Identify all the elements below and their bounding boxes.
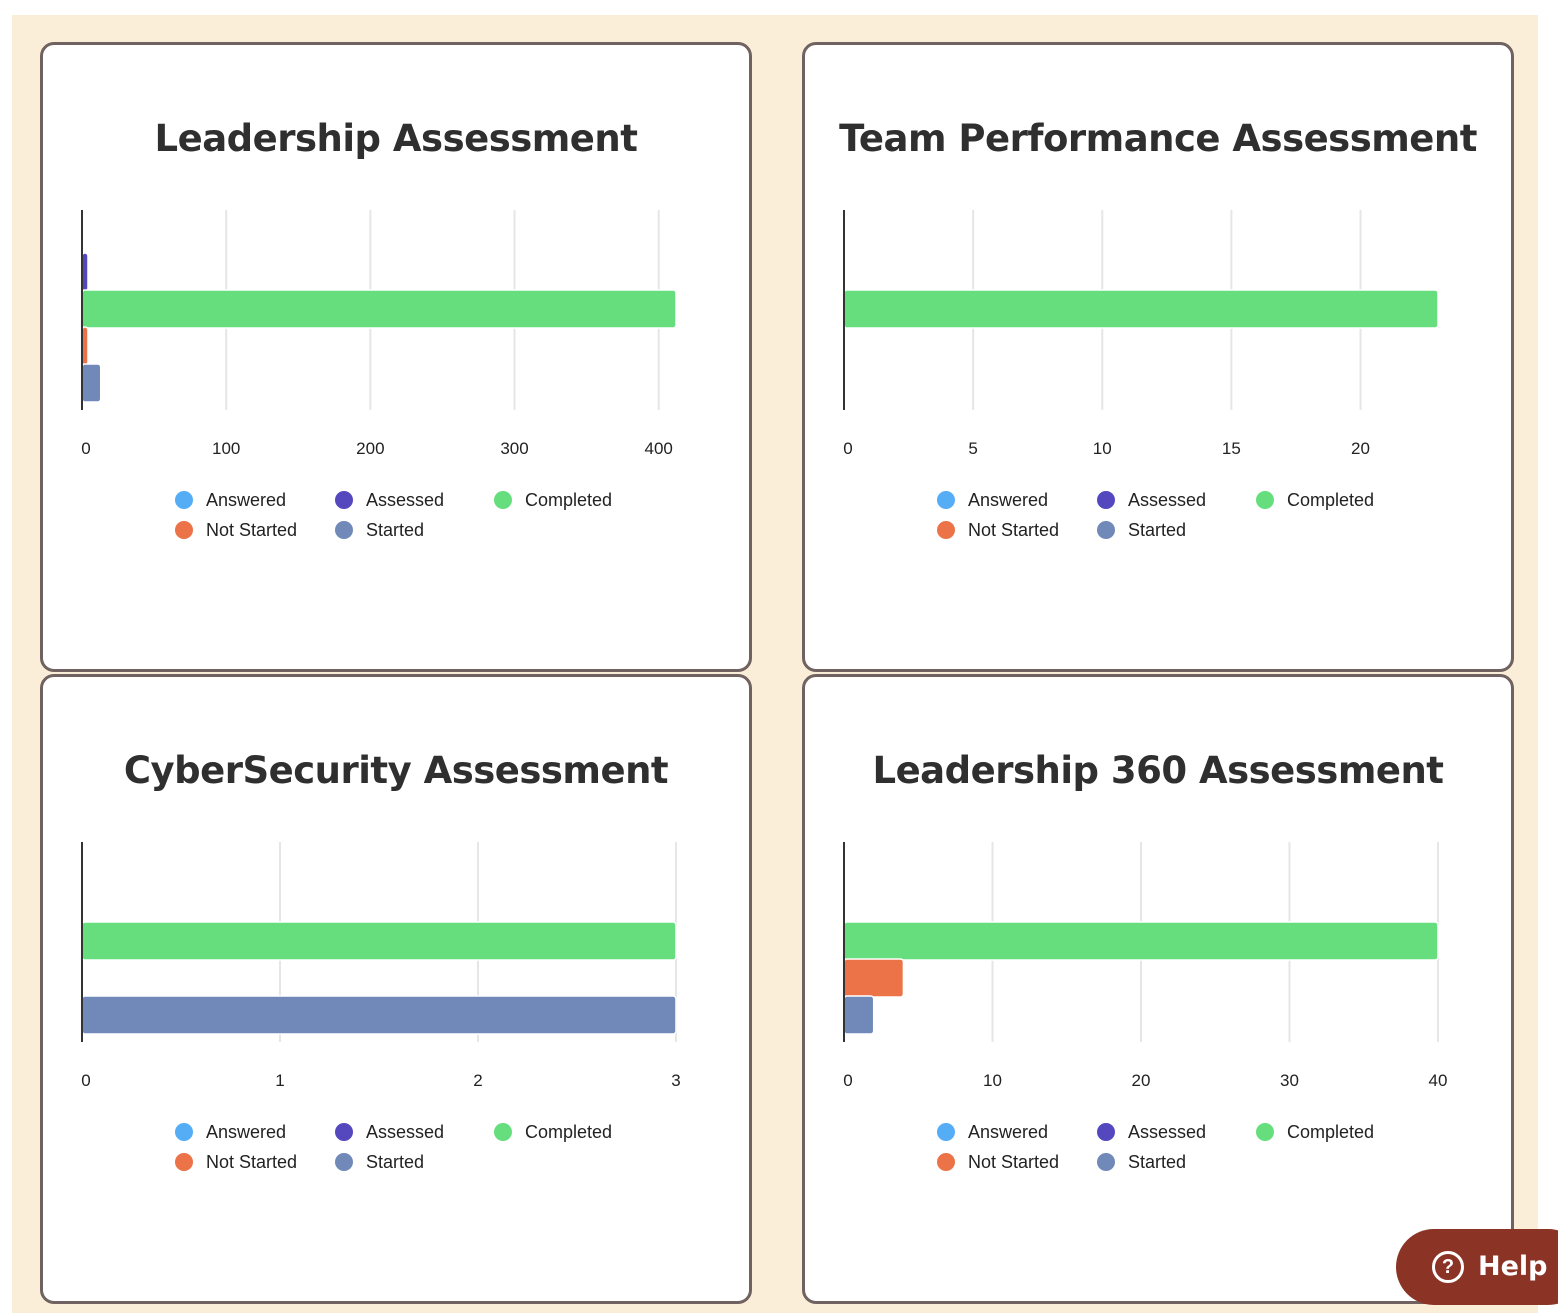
bar-completed[interactable] xyxy=(843,921,1439,961)
x-tick-label: 5 xyxy=(968,439,977,458)
legend-label: Started xyxy=(366,520,425,540)
x-tick-label: 0 xyxy=(81,1071,90,1090)
bar-chart: 0 100 200 300 400 xyxy=(81,210,677,458)
help-button[interactable]: ? Help xyxy=(1396,1229,1558,1305)
legend-swatch-icon xyxy=(335,1153,353,1171)
legend-label: Assessed xyxy=(366,1122,445,1142)
legend-label: Answered xyxy=(206,490,287,510)
x-tick-label: 30 xyxy=(1280,1071,1299,1090)
legend-label: Not Started xyxy=(968,520,1060,540)
bar-chart: 0 5 10 15 20 xyxy=(843,210,1439,458)
legend-label: Completed xyxy=(1287,490,1375,510)
legend-label: Started xyxy=(1128,520,1187,540)
legend-label: Answered xyxy=(968,1122,1049,1142)
legend-swatch-icon xyxy=(175,1153,193,1171)
legend-label: Answered xyxy=(206,1122,287,1142)
x-tick-label: 20 xyxy=(1351,439,1370,458)
legend-label: Completed xyxy=(1287,1122,1375,1142)
legend-swatch-icon xyxy=(335,491,353,509)
legend-swatch-icon xyxy=(1097,521,1115,539)
x-tick-label: 200 xyxy=(356,439,384,458)
legend-swatch-icon xyxy=(494,491,512,509)
legend-label: Completed xyxy=(525,490,613,510)
question-circle-icon: ? xyxy=(1432,1251,1464,1283)
legend-label: Not Started xyxy=(206,520,298,540)
x-tick-label: 10 xyxy=(983,1071,1002,1090)
legend-swatch-icon xyxy=(335,1123,353,1141)
chart-card: Leadership Assessment 0 100 200 300 400 Answer… xyxy=(40,42,752,672)
x-tick-label: 40 xyxy=(1429,1071,1448,1090)
chart-card: Leadership 360 Assessment 0 10 20 30 40 Answer… xyxy=(802,674,1514,1304)
x-tick-label: 0 xyxy=(843,1071,852,1090)
bar-completed[interactable] xyxy=(81,289,677,329)
help-label: Help xyxy=(1478,1251,1548,1282)
x-tick-label: 2 xyxy=(473,1071,482,1090)
legend-swatch-icon xyxy=(937,491,955,509)
x-tick-label: 3 xyxy=(671,1071,680,1090)
x-tick-label: 15 xyxy=(1222,439,1241,458)
x-tick-label: 0 xyxy=(81,439,90,458)
legend-swatch-icon xyxy=(937,521,955,539)
bar-started[interactable] xyxy=(81,995,677,1035)
legend-label: Assessed xyxy=(1128,490,1207,510)
legend-label: Not Started xyxy=(206,1152,298,1172)
legend-label: Assessed xyxy=(1128,1122,1207,1142)
legend-swatch-icon xyxy=(175,491,193,509)
x-tick-label: 10 xyxy=(1093,439,1112,458)
legend-swatch-icon xyxy=(175,1123,193,1141)
legend-swatch-icon xyxy=(1097,1153,1115,1171)
chart-card: Team Performance Assessment 0 5 10 15 20 Answe… xyxy=(802,42,1514,672)
chart-title: CyberSecurity Assessment xyxy=(123,749,669,792)
legend-label: Assessed xyxy=(366,490,445,510)
legend-swatch-icon xyxy=(1256,1123,1274,1141)
legend-swatch-icon xyxy=(335,521,353,539)
legend-label: Answered xyxy=(968,490,1049,510)
bar-chart: 0 10 20 30 40 xyxy=(843,842,1448,1090)
x-tick-label: 20 xyxy=(1132,1071,1151,1090)
legend-swatch-icon xyxy=(1097,1123,1115,1141)
chart-title: Leadership Assessment xyxy=(154,117,638,160)
legend-swatch-icon xyxy=(1256,491,1274,509)
chart-card: CyberSecurity Assessment 0 1 2 3 Answered Asse… xyxy=(40,674,752,1304)
legend-swatch-icon xyxy=(937,1123,955,1141)
chart-title: Leadership 360 Assessment xyxy=(872,749,1445,792)
x-tick-label: 300 xyxy=(500,439,528,458)
legend-swatch-icon xyxy=(1097,491,1115,509)
x-tick-label: 100 xyxy=(212,439,240,458)
bar-started[interactable] xyxy=(81,363,102,403)
legend-label: Started xyxy=(1128,1152,1187,1172)
legend-label: Completed xyxy=(525,1122,613,1142)
x-tick-label: 400 xyxy=(645,439,673,458)
x-tick-label: 0 xyxy=(843,439,852,458)
bar-not-started[interactable] xyxy=(843,958,905,998)
legend-swatch-icon xyxy=(494,1123,512,1141)
bar-completed[interactable] xyxy=(843,289,1439,329)
legend-swatch-icon xyxy=(175,521,193,539)
chart-title: Team Performance Assessment xyxy=(839,117,1477,160)
legend-label: Not Started xyxy=(968,1152,1060,1172)
bar-completed[interactable] xyxy=(81,921,677,961)
bar-started[interactable] xyxy=(843,995,875,1035)
legend-label: Started xyxy=(366,1152,425,1172)
bar-chart: 0 1 2 3 xyxy=(81,842,681,1090)
legend-swatch-icon xyxy=(937,1153,955,1171)
x-tick-label: 1 xyxy=(275,1071,284,1090)
